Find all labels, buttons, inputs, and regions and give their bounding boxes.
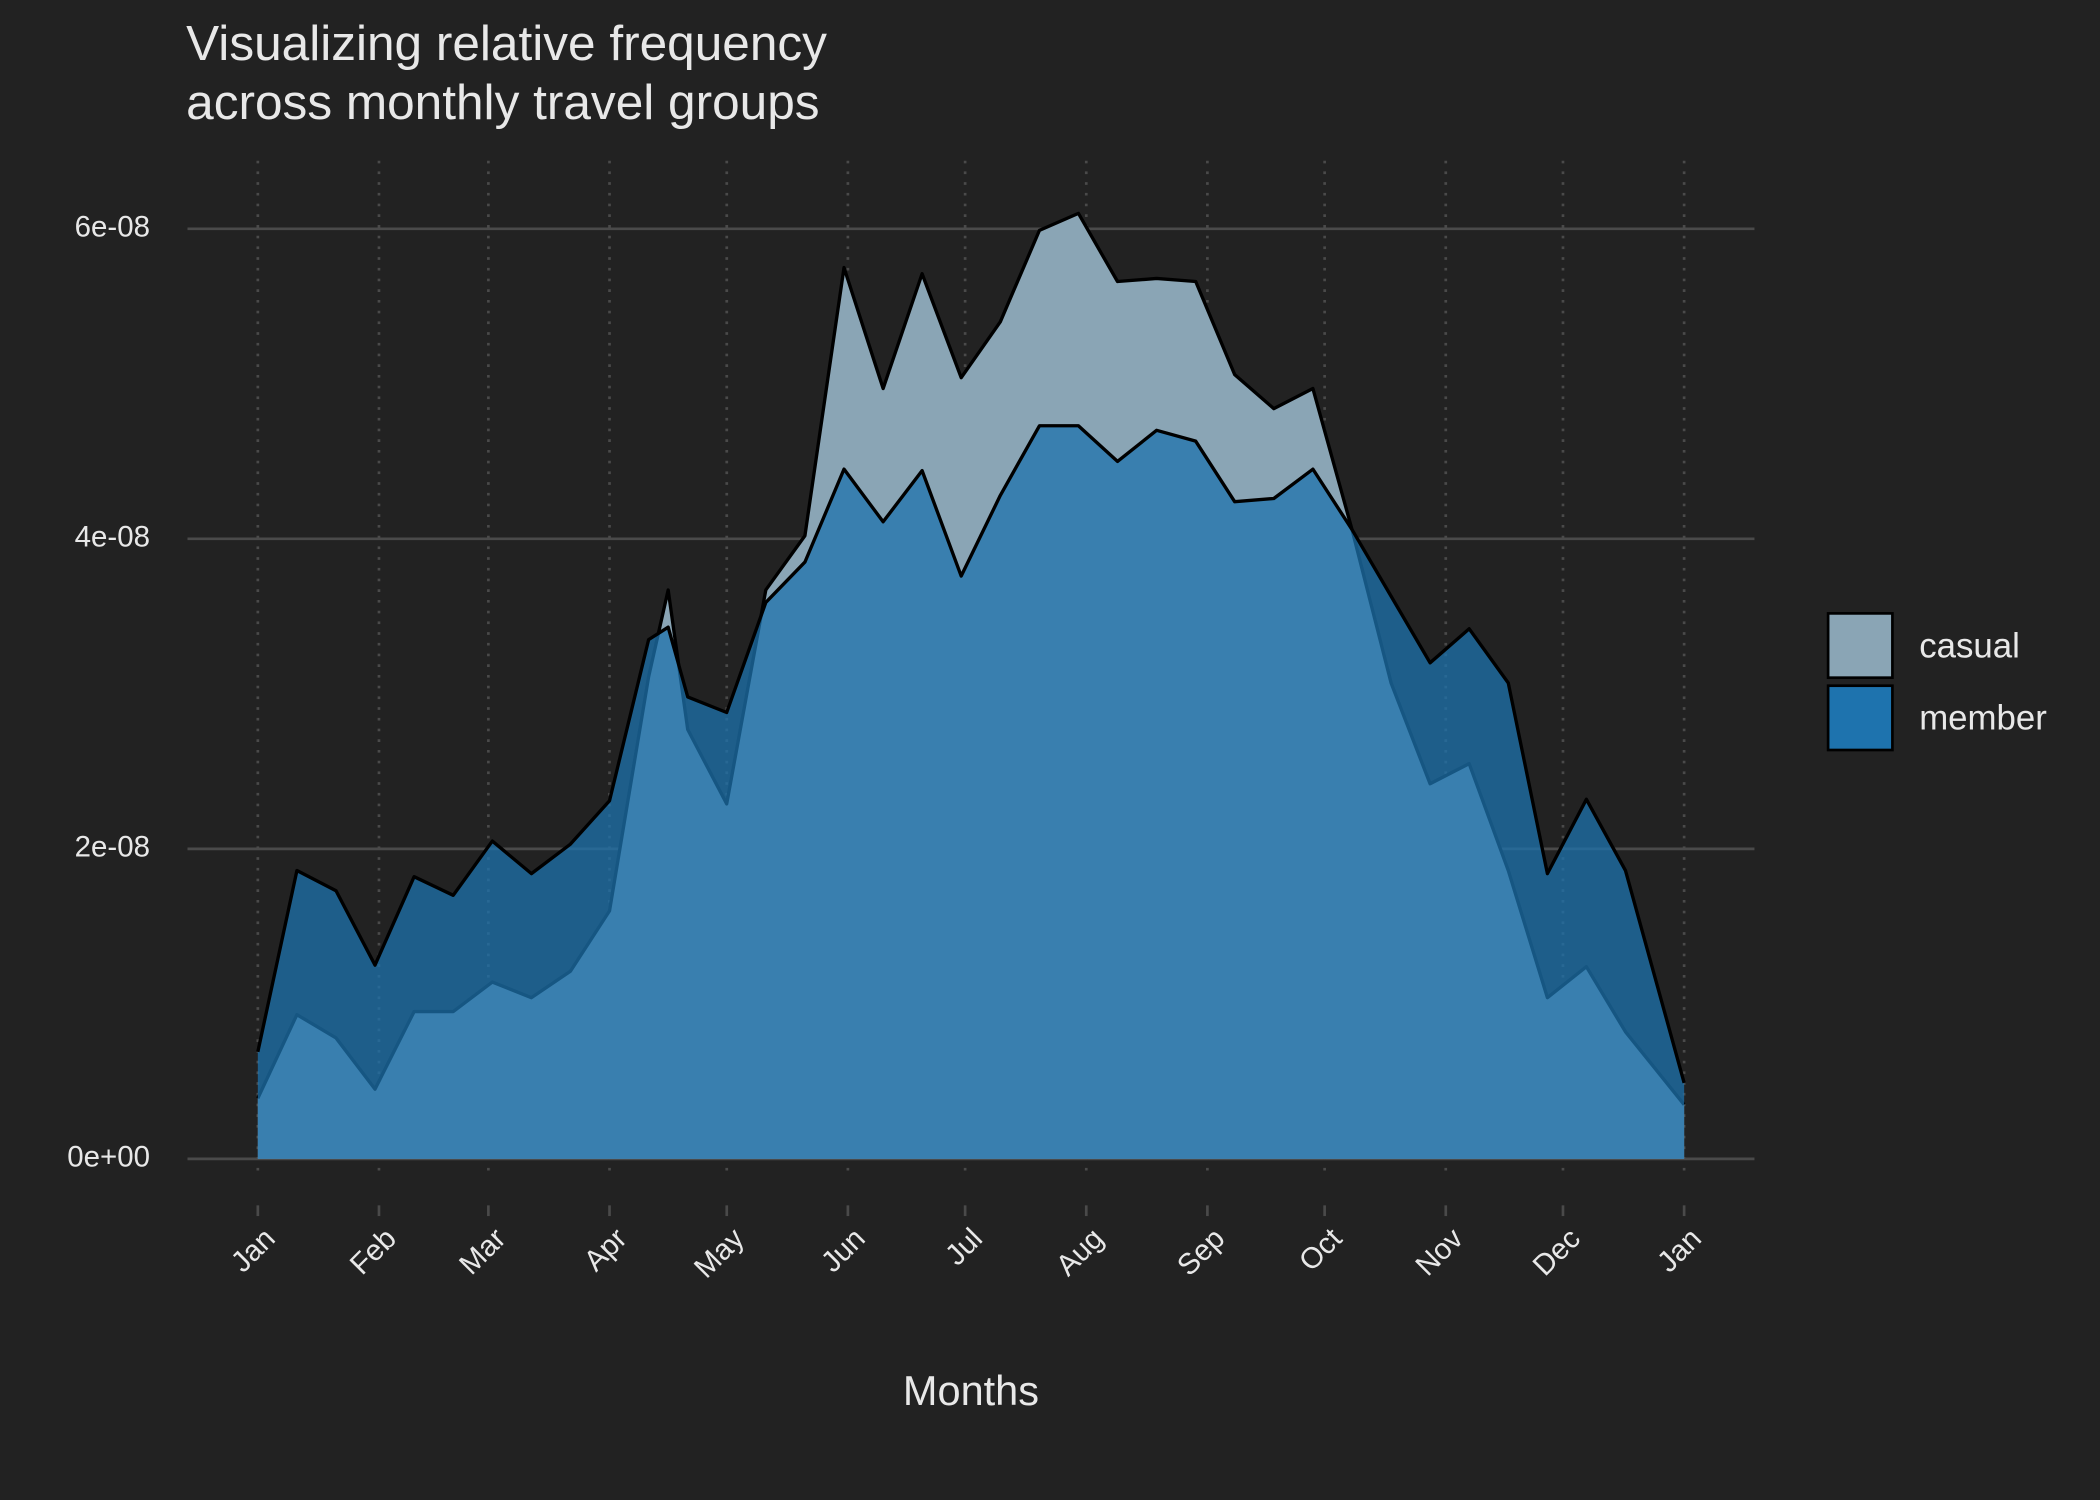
x-axis-label: Months xyxy=(903,1367,1039,1414)
legend-swatch xyxy=(1826,612,1894,680)
legend-label: member xyxy=(1919,699,2047,738)
y-tick-label: 4e-08 xyxy=(75,521,150,554)
legend-label: casual xyxy=(1919,626,2020,665)
y-tick-label: 2e-08 xyxy=(75,831,150,864)
chart-title: Visualizing relative frequency xyxy=(186,15,827,71)
chart-title: across monthly travel groups xyxy=(186,74,819,130)
y-tick-label: 0e+00 xyxy=(67,1141,150,1174)
density-area xyxy=(257,425,1685,1159)
y-tick-label: 6e-08 xyxy=(75,211,150,244)
density-line xyxy=(256,424,1686,1084)
legend-swatch xyxy=(1826,684,1894,752)
